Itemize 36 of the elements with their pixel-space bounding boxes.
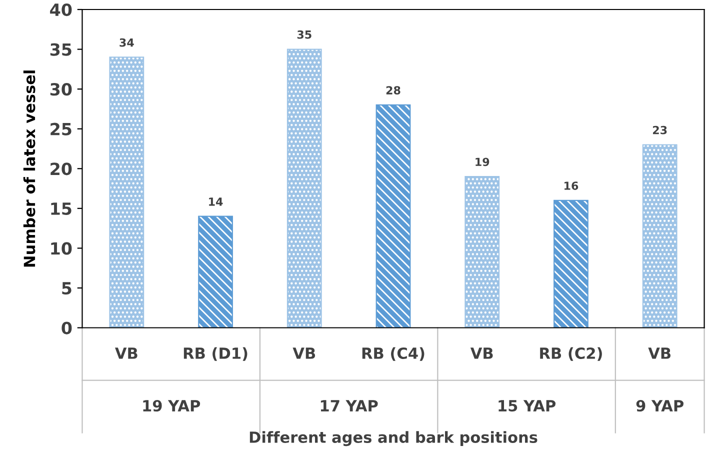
text: 15 YAP [498, 400, 556, 412]
x-tick-label: RB (C2) [540, 347, 602, 361]
y-tick-label: 35 [50, 43, 72, 56]
x-tick-label: VB [292, 348, 316, 359]
x-tick-label: VB [114, 348, 138, 359]
y-tick-label: 20 [50, 162, 72, 176]
y-tick-label: 10 [51, 242, 72, 255]
x-axis-title: Different ages and bark positions [250, 431, 538, 446]
data-label: 23 [652, 126, 667, 134]
y-tick-label: 15 [51, 202, 72, 215]
data-label: 16 [564, 182, 578, 190]
data-label: 19 [476, 158, 490, 166]
x-tick-label: VB [470, 348, 493, 359]
x-tick-label: RB (D1) [184, 347, 248, 361]
text: 17 YAP [320, 400, 378, 412]
bar [198, 216, 233, 328]
data-label: 28 [386, 86, 400, 94]
bar [109, 56, 144, 328]
data-label: 14 [209, 198, 223, 206]
bar [554, 200, 588, 328]
data-label: 34 [120, 38, 134, 47]
text: 19 YAP [143, 400, 200, 412]
x-tick-label: RB (C4) [362, 347, 424, 361]
y-tick-label: 40 [50, 3, 72, 16]
y-tick-label: 25 [50, 122, 72, 136]
data-label: 35 [297, 30, 312, 39]
y-tick-label: 30 [50, 83, 72, 96]
bar [642, 144, 678, 328]
y-axis-title: Number of latex vessel [23, 70, 36, 267]
x-tick-label: VB [648, 348, 671, 359]
bar [286, 48, 322, 328]
bar [464, 176, 500, 328]
y-tick-label: 0 [62, 322, 72, 334]
y-tick-label: 5 [62, 282, 72, 295]
bar [376, 104, 411, 328]
text: 9 YAP [636, 400, 684, 412]
